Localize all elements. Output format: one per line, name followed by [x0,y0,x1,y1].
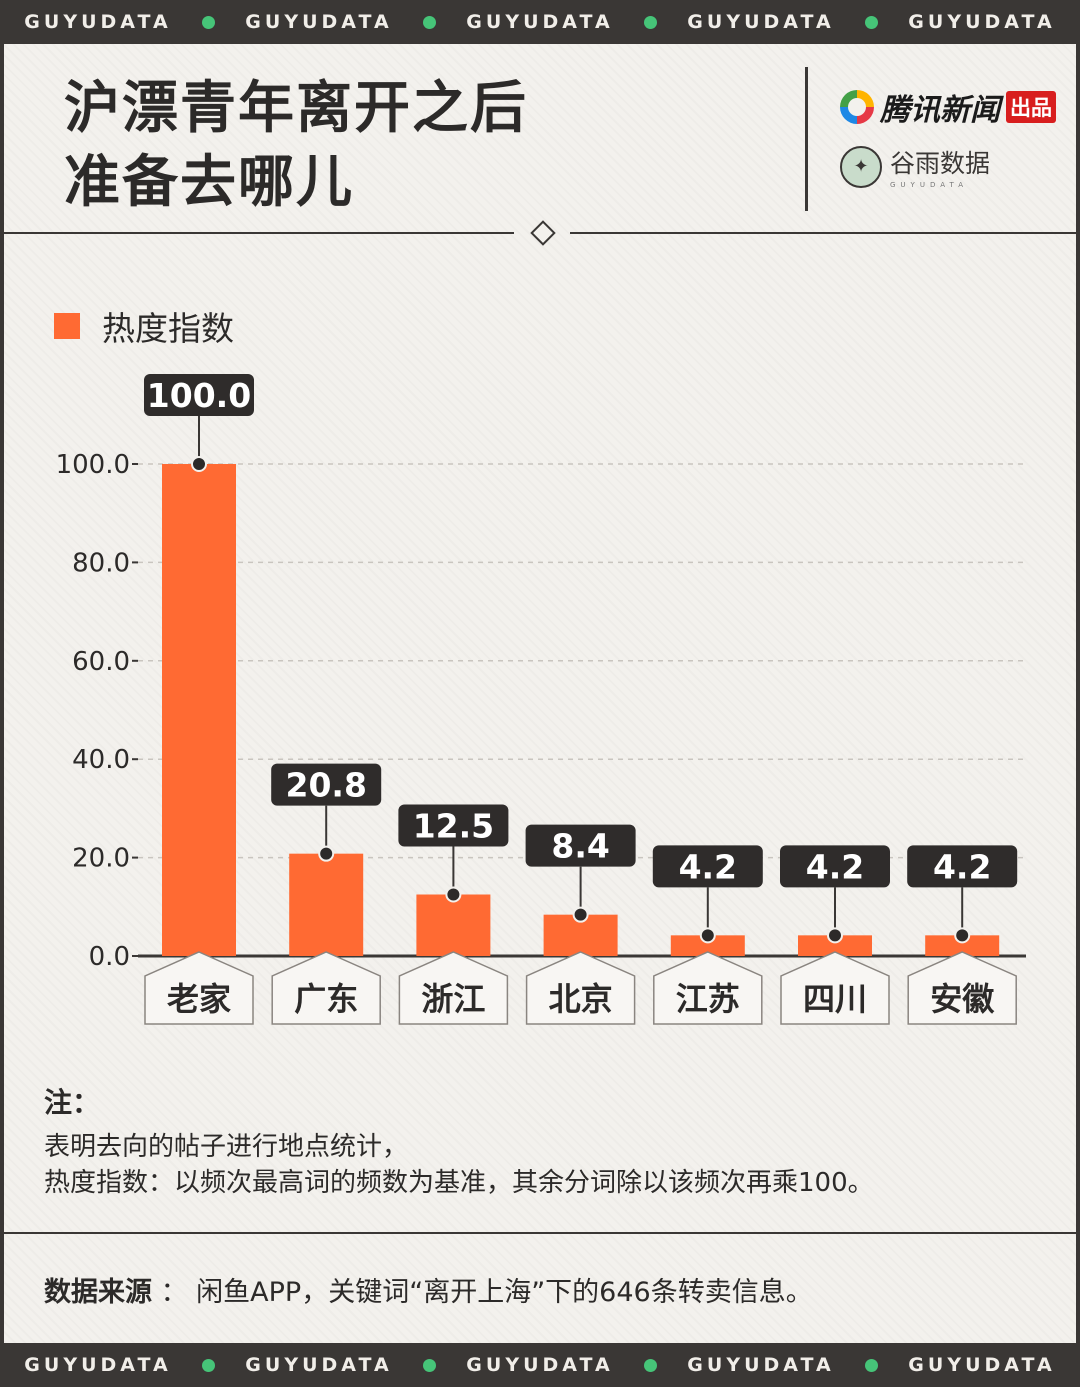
source-text: 闲鱼APP，关键词“离开上海”下的646条转卖信息。 [196,1277,813,1308]
legend-label: 热度指数 [102,309,234,348]
brand-text: GUYUDATA [24,1354,172,1376]
x-tick-label: 江苏 [676,980,740,1018]
x-tick-label: 北京 [549,980,613,1018]
brand-text: GUYUDATA [24,11,172,33]
separator-dot-icon [423,1358,436,1372]
data-label: 8.4 [551,827,609,866]
source-colon: ： [152,1277,197,1308]
y-tick-label: 20.0 [72,844,130,874]
data-label: 100.0 [147,376,251,415]
brand-text: GUYUDATA [245,1354,393,1376]
data-point-dot [954,927,971,944]
category-tag [398,951,509,1025]
data-label: 12.5 [413,807,494,846]
main-panel: 沪漂青年离开之后 准备去哪儿 腾讯新闻 出品 ✦ 谷雨数据 GUYUDATA 热… [4,44,1076,1343]
y-tick-label: 0.0 [89,942,130,972]
data-label-box [398,804,509,847]
note-line-2: 热度指数：以频次最高词的频数为基准，其余分词除以该频次再乘100。 [44,1168,874,1198]
separator-dot-icon [865,15,878,29]
bar-chart: 0.0 20.0 40.0 60.0 80.0 100.0 100.0 老家 20.8 广东 12.… [56,374,1026,1025]
top-brand-strip: GUYUDATA GUYUDATA GUYUDATA GUYUDATA GUYUDATA [0,0,1080,44]
tencent-news-logo: 腾讯新闻 出品 [840,84,1056,130]
guyu-data-logo: ✦ 谷雨数据 GUYUDATA [840,144,990,189]
header-rule-left [4,232,514,234]
x-tick-label: 广东 [294,980,358,1018]
note-line-1: 表明去向的帖子进行地点统计， [44,1132,409,1162]
y-tick-label: 80.0 [72,548,130,578]
separator-dot-icon [423,15,436,29]
data-label: 4.2 [933,847,991,886]
separator-dot-icon [202,15,215,29]
data-point-dot [445,886,462,903]
bar [289,853,364,956]
bar [416,894,491,956]
source-separator [4,1232,1076,1234]
guyu-bird-icon: ✦ [840,145,882,188]
data-point-dot [699,927,716,944]
brand-text: GUYUDATA [466,11,614,33]
brand-text: GUYUDATA [908,1354,1056,1376]
category-tag [907,951,1017,1025]
category-tag [144,951,254,1025]
x-tick-label: 老家 [167,980,231,1018]
data-label-box [144,374,254,416]
brand-text: GUYUDATA [687,1354,835,1376]
title-line-2: 准备去哪儿 [64,150,354,215]
bar [162,464,236,956]
data-label-box [271,763,382,806]
brand-text: GUYUDATA [245,11,393,33]
source-label: 数据来源 [44,1277,152,1308]
category-tag [525,951,636,1025]
category-tag [780,951,890,1025]
note-heading: 注： [44,1086,101,1119]
header-rule-right [570,232,1076,234]
page-title: 沪漂青年离开之后 准备去哪儿 [64,72,528,220]
bar [925,935,1000,956]
y-tick-label: 100.0 [56,450,130,480]
bar [798,935,872,956]
data-label-box [525,824,636,867]
category-tag [653,951,763,1025]
category-tag [271,951,381,1025]
data-label-box [652,845,763,888]
x-tick-label: 浙江 [421,980,485,1018]
separator-dot-icon [865,1358,878,1372]
tencent-news-icon [840,90,874,124]
tencent-news-text: 腾讯新闻 [880,93,1000,128]
data-point-dot [827,927,843,944]
bottom-brand-strip: GUYUDATA GUYUDATA GUYUDATA GUYUDATA GUYUDATA [0,1343,1080,1387]
y-tick-label: 60.0 [72,647,130,677]
guyu-data-subtext: GUYUDATA [890,181,968,189]
title-line-1: 沪漂青年离开之后 [64,76,528,141]
separator-dot-icon [644,1358,657,1372]
data-point-dot [191,456,207,472]
brand-text: GUYUDATA [687,11,835,33]
header-divider [805,67,808,211]
separator-dot-icon [202,1358,215,1372]
data-label: 20.8 [285,766,366,805]
data-source: 数据来源 ： 闲鱼APP，关键词“离开上海”下的646条转卖信息。 [44,1270,813,1309]
x-tick-label: 四川 [803,980,867,1018]
data-label: 4.2 [679,847,737,886]
separator-dot-icon [644,15,657,29]
brand-text: GUYUDATA [466,1354,614,1376]
brand-text: GUYUDATA [908,11,1056,33]
y-tick-label: 40.0 [72,745,130,775]
chart-note: 注： 表明去向的帖子进行地点统计， 热度指数：以频次最高词的频数为基准，其余分词… [44,1081,874,1201]
chart-legend: 热度指数 [54,302,234,350]
x-tick-label: 安徽 [930,980,995,1018]
data-label: 4.2 [806,847,864,886]
bar [670,935,745,956]
data-point-dot [572,906,589,923]
legend-swatch [54,313,80,339]
data-point-dot [318,845,335,862]
data-label-box [780,845,890,888]
guyu-data-text: 谷雨数据 [890,149,991,178]
data-label-box [907,845,1018,888]
produced-stamp: 出品 [1006,91,1056,123]
